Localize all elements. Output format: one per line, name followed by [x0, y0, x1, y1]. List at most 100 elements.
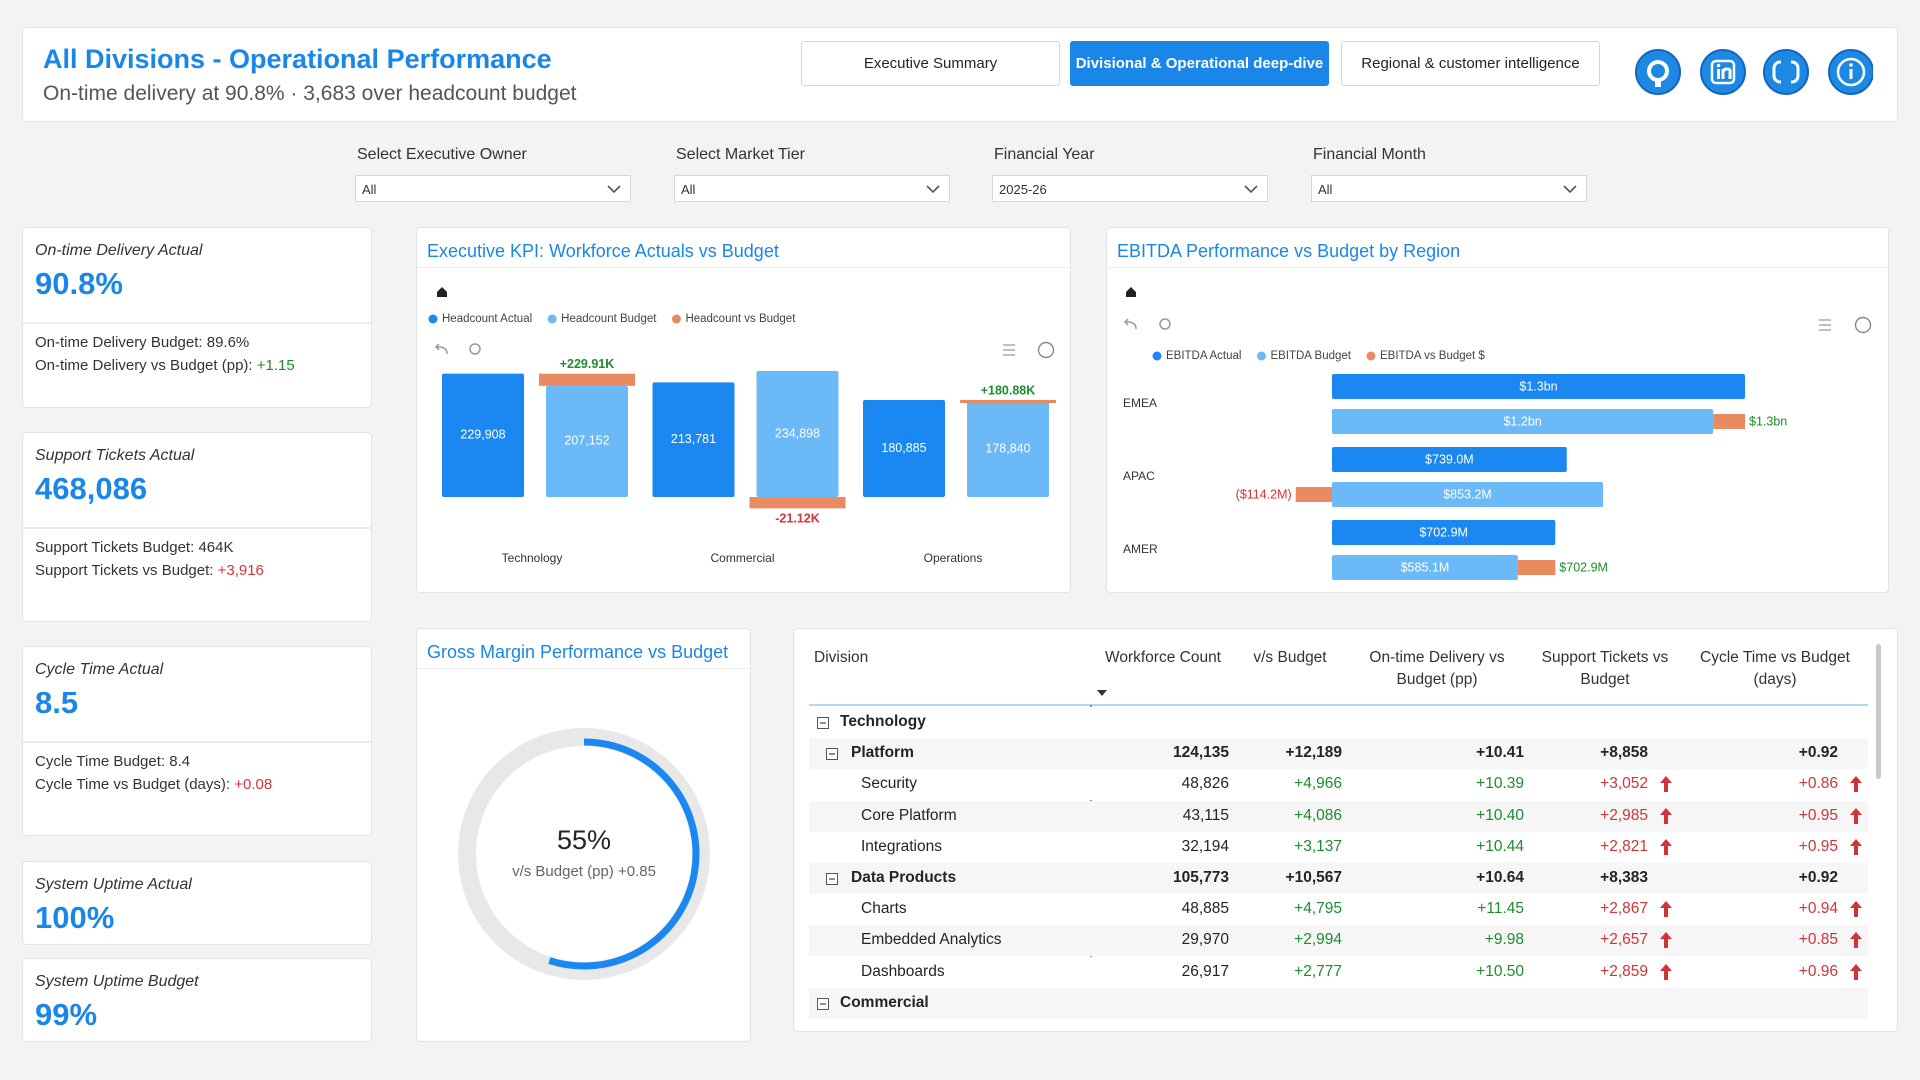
github-icon[interactable]: [1635, 49, 1681, 95]
kpi-card: Cycle Time Actual 8.5 Cycle Time Budget: 8…: [22, 646, 372, 836]
trend-arrow: [1660, 932, 1672, 949]
kpi-value: 90.8%: [35, 266, 123, 301]
variance-label: -21.12K: [775, 512, 819, 526]
kpi-detail-label: On-time Delivery Budget:: [35, 334, 207, 351]
division-table: Division Workforce Count v/s Budget On-time…: [793, 628, 1898, 1032]
arrow-up: [1850, 807, 1862, 824]
legend-label: EBITDA vs Budget $: [1380, 350, 1485, 362]
expand-toggle[interactable]: [817, 717, 829, 729]
legend-label: Headcount Budget: [561, 313, 657, 325]
variance-label: +180.88K: [981, 383, 1036, 397]
column-header[interactable]: Support Tickets vs Budget: [1541, 649, 1669, 688]
zoom-icon: [469, 343, 481, 355]
table-cell: +8,858: [1600, 744, 1648, 762]
expand-toggle[interactable]: [826, 748, 838, 761]
variance-bar: [1295, 487, 1332, 502]
chart-title: Gross Margin Performance vs Budget: [427, 642, 729, 662]
variance-label: +229.91K: [560, 357, 615, 371]
chevron-path: [1244, 185, 1258, 194]
chevron-path: [1563, 185, 1577, 194]
legend-marker: [1152, 351, 1162, 361]
info-icon[interactable]: [1828, 49, 1873, 95]
bar-label: $585.1M: [1401, 560, 1450, 574]
row-label: Technology: [840, 713, 926, 730]
bar: [967, 401, 1049, 497]
filter-dropdown[interactable]: All: [1311, 175, 1587, 202]
undo-icon: [434, 343, 448, 355]
table-cell: +9.98: [1484, 931, 1524, 949]
arrow-up: [1850, 838, 1862, 855]
expand-toggle[interactable]: [817, 997, 829, 1010]
workforce-chart-card: Executive KPI: Workforce Actuals vs Budg…: [416, 227, 1071, 593]
kpi-detail-value: 8.4: [169, 753, 191, 770]
kpi-title: Support Tickets Actual: [35, 447, 195, 464]
table-cell: +10.40: [1476, 806, 1524, 824]
arrow-up: [1660, 838, 1672, 855]
x-tick-label: Commercial: [710, 551, 774, 565]
legend-marker: [1256, 351, 1266, 361]
kpi-detail: Support Tickets vs Budget: +3,916: [35, 562, 264, 579]
undo-icon: [1123, 318, 1137, 330]
kpi-detail: Cycle Time Budget: 8.4: [35, 753, 190, 770]
table-cell: +2,994: [1294, 931, 1342, 949]
variance-bar: [960, 399, 1056, 403]
kpi-detail-label: Cycle Time vs Budget (days):: [35, 776, 235, 793]
table-cell: +4,795: [1294, 900, 1342, 918]
table-cell: +10,567: [1285, 869, 1342, 886]
dropdown-chevron: [926, 185, 940, 194]
arrow-up: [1660, 776, 1672, 793]
bar-label: 213,781: [671, 432, 716, 446]
arrow-up: [1660, 807, 1672, 824]
column-header[interactable]: v/s Budget: [1253, 649, 1327, 666]
nav-tab[interactable]: Divisional & Operational deep-dive: [1070, 41, 1329, 86]
nav-tab[interactable]: Regional & customer intelligence: [1341, 41, 1600, 86]
list-icon: [1819, 319, 1831, 331]
bar: [652, 382, 735, 497]
variance-label: $702.9M: [1559, 560, 1608, 574]
bar: [756, 371, 839, 497]
column-header[interactable]: On-time Delivery vs Budget (pp): [1369, 649, 1505, 688]
filter-dropdown[interactable]: All: [674, 175, 950, 202]
legend-marker: [1366, 351, 1376, 361]
trend-arrow: [1850, 932, 1862, 949]
kpi-detail-label: Support Tickets vs Budget:: [35, 562, 218, 579]
table-row: Technology: [809, 707, 1868, 738]
filter-value: All: [1318, 182, 1333, 197]
kpi-detail-value: +1.15: [256, 357, 295, 374]
column-header[interactable]: Division: [814, 649, 869, 666]
header: All Divisions - Operational Performance …: [22, 27, 1898, 122]
table-cell: +4,086: [1294, 806, 1342, 824]
trend-arrow: [1660, 807, 1672, 824]
chart-title: EBITDA Performance vs Budget by Region: [1117, 241, 1461, 261]
kpi-detail-label: Cycle Time Budget:: [35, 753, 170, 770]
dropdown-chevron: [1563, 185, 1577, 194]
column-header[interactable]: Workforce Count: [1104, 649, 1221, 666]
table-cell: +3,052: [1600, 775, 1648, 793]
linkedin-icon[interactable]: [1700, 49, 1746, 95]
chart-plot: EBITDA Actual EBITDA Budget EBITDA vs Budg…: [1123, 287, 1872, 580]
sort-indicator: [1097, 690, 1107, 696]
table-cell: +0.85: [1798, 931, 1838, 949]
bar: [1332, 374, 1745, 399]
table-cell: +8,383: [1600, 869, 1648, 886]
table-cell: +2,867: [1600, 900, 1648, 918]
table-cell: +0.94: [1798, 900, 1838, 918]
filter-dropdown[interactable]: All: [355, 175, 631, 202]
arrow-up: [1850, 901, 1862, 918]
column-header[interactable]: Cycle Time vs Budget (days): [1700, 649, 1850, 688]
gauge-arc: [548, 738, 700, 970]
expand-toggle[interactable]: [826, 873, 838, 885]
refresh-icon[interactable]: [1763, 49, 1809, 95]
nav-tab[interactable]: Executive Summary: [801, 41, 1060, 86]
arrow-up: [1850, 932, 1862, 949]
y-tick-label: APAC: [1123, 469, 1155, 483]
row-label: Dashboards: [861, 962, 945, 980]
dropdown-chevron: [1244, 185, 1258, 194]
variance-bar: [1713, 414, 1745, 429]
scrollbar: [1876, 644, 1881, 779]
kpi-title: Cycle Time Actual: [35, 661, 164, 678]
bar-label: 180,885: [881, 441, 926, 455]
table-cell: 26,917: [1181, 962, 1229, 980]
filter-dropdown[interactable]: 2025-26: [992, 175, 1268, 202]
table-cell: 48,826: [1181, 775, 1229, 793]
